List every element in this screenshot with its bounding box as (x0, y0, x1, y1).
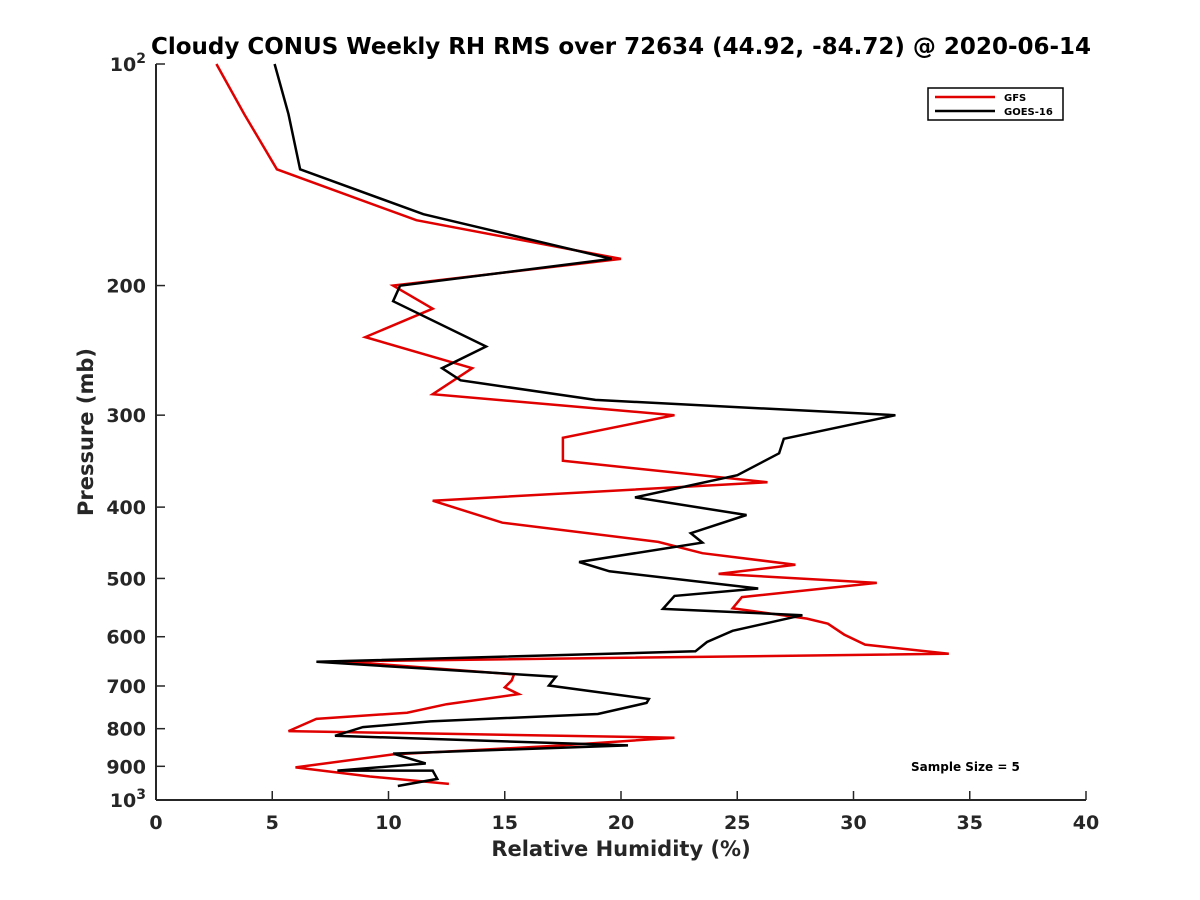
x-tick-label: 10 (375, 812, 401, 834)
y-tick-label: 103 (110, 787, 146, 812)
y-axis-label: Pressure (mb) (74, 348, 98, 516)
sample-size-annotation: Sample Size = 5 (911, 760, 1020, 774)
y-tick-label: 200 (106, 276, 146, 298)
y-tick-label: 800 (106, 719, 146, 741)
x-ticks: 0 5 10 15 20 25 30 35 40 (149, 791, 1099, 834)
y-tick-label: 500 (106, 568, 146, 590)
x-tick-label: 15 (492, 812, 518, 834)
series-layer (215, 63, 949, 788)
series-line-gfs (215, 63, 949, 786)
legend-box (927, 87, 1064, 121)
y-tick-label: 700 (106, 676, 146, 698)
x-tick-label: 5 (266, 812, 279, 834)
x-tick-label: 0 (149, 812, 162, 834)
plot-area (156, 64, 1086, 800)
y-tick-label: 300 (106, 405, 146, 427)
y-ticks: 102 200 300 400 500 600 700 800 900 103 (106, 51, 165, 812)
y-tick-label: 900 (106, 756, 146, 778)
x-tick-label: 30 (840, 812, 866, 834)
legend-label-goes16: GOES-16 (1004, 107, 1053, 118)
chart-title: Cloudy CONUS Weekly RH RMS over 72634 (4… (151, 34, 1091, 60)
series-line-goes-16 (273, 63, 896, 788)
x-axis-label: Relative Humidity (%) (491, 837, 750, 861)
x-tick-label: 35 (957, 812, 983, 834)
y-tick-label: 102 (110, 51, 146, 76)
x-tick-label: 40 (1073, 812, 1099, 834)
y-tick-label: 400 (106, 497, 146, 519)
legend: GFS GOES-16 (927, 87, 1064, 121)
x-tick-label: 20 (608, 812, 634, 834)
legend-label-gfs: GFS (1004, 93, 1026, 104)
x-tick-label: 25 (724, 812, 750, 834)
y-tick-label: 600 (106, 627, 146, 649)
